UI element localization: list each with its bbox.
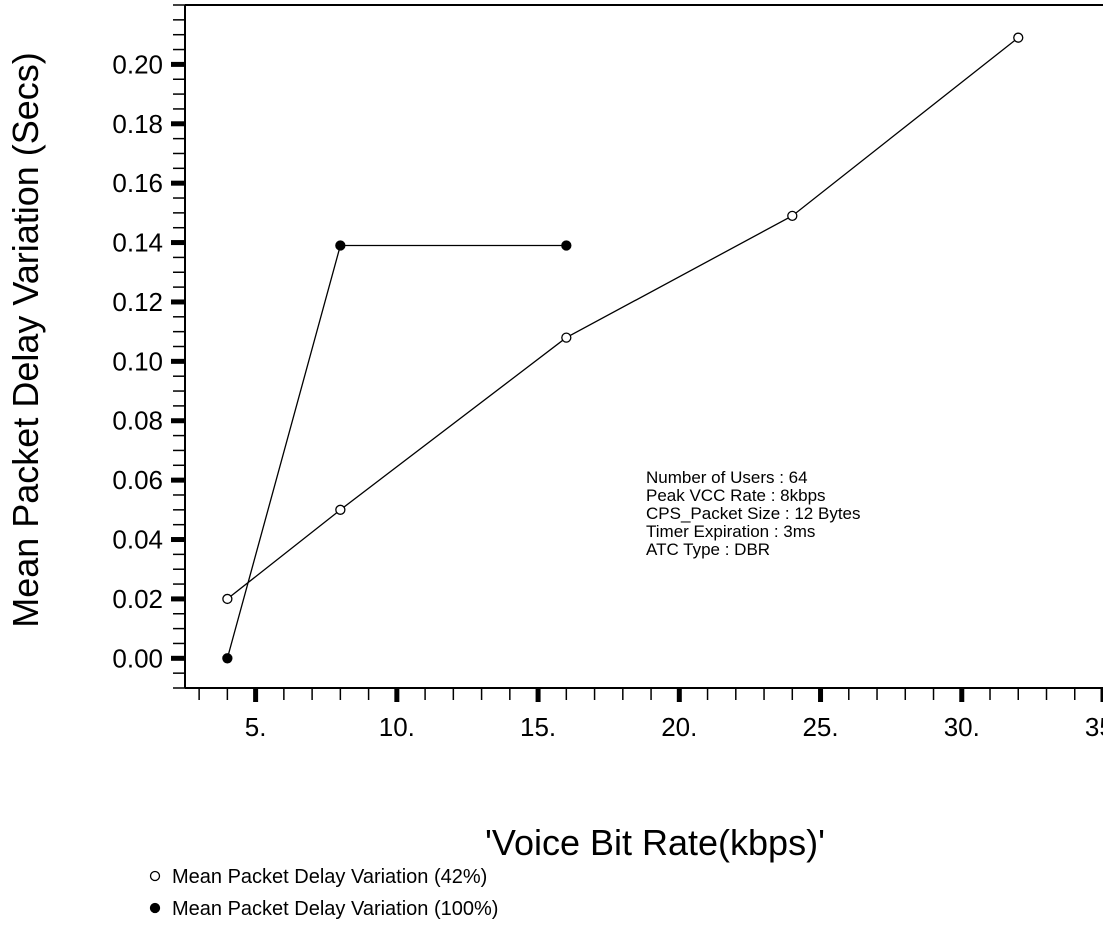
open-point [335, 504, 346, 515]
open-point [787, 210, 798, 221]
filled-point [561, 240, 572, 251]
y-tick-label: 0.14 [112, 228, 163, 258]
legend-label-2: Mean Packet Delay Variation (100%) [172, 898, 498, 920]
legend-marker-2 [149, 902, 161, 914]
x-tick-label: 20. [661, 712, 697, 742]
open-point [1013, 32, 1024, 43]
y-tick-label: 0.18 [112, 109, 163, 139]
y-axis-title: Mean Packet Delay Variation (Secs) [5, 52, 46, 628]
annotation-line: Peak VCC Rate : 8kbps [646, 486, 826, 505]
x-tick-label: 10. [379, 712, 415, 742]
y-tick-label: 0.02 [112, 584, 163, 614]
x-tick-label: 30. [944, 712, 980, 742]
x-tick-label: 15. [520, 712, 556, 742]
y-tick-label: 0.08 [112, 406, 163, 436]
y-tick-label: 0.20 [112, 49, 163, 79]
x-axis-title: 'Voice Bit Rate(kbps)' [485, 822, 825, 863]
y-tick-label: 0.04 [112, 525, 163, 555]
y-tick-label: 0.00 [112, 643, 163, 673]
y-tick-label: 0.12 [112, 287, 163, 317]
filled-point [222, 653, 233, 664]
series-line-2 [226, 244, 567, 659]
annotation-line: Timer Expiration : 3ms [646, 522, 815, 541]
y-tick-label: 0.06 [112, 465, 163, 495]
x-tick-label: 35. [1085, 712, 1103, 742]
legend-label-1: Mean Packet Delay Variation (42%) [172, 866, 487, 888]
x-tick-label: 25. [802, 712, 838, 742]
x-tick-label: 5. [245, 712, 267, 742]
filled-point [335, 240, 346, 251]
annotation-line: CPS_Packet Size : 12 Bytes [646, 504, 861, 523]
y-tick-label: 0.10 [112, 346, 163, 376]
annotation-line: Number of Users : 64 [646, 468, 808, 487]
y-tick-label: 0.16 [112, 168, 163, 198]
annotation-line: ATC Type : DBR [646, 540, 770, 559]
open-point [561, 332, 572, 343]
open-point [222, 593, 233, 605]
series-line-1 [226, 37, 1019, 600]
legend-marker-1 [149, 870, 161, 882]
